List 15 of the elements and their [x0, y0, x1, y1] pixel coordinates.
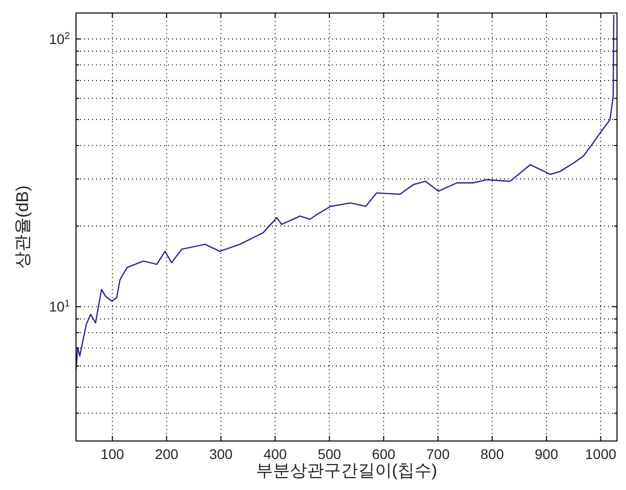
x-tick-label: 700	[426, 446, 450, 462]
x-tick-label: 400	[263, 446, 288, 462]
x-tick-label: 1000	[585, 446, 616, 462]
x-tick-label: 800	[480, 446, 504, 462]
x-tick-label: 300	[209, 446, 233, 462]
x-tick-label: 200	[154, 446, 179, 462]
y-tick-label: 10$^{1}$	[48, 298, 70, 315]
y-tick-label: 10$^{2}$	[48, 30, 70, 47]
x-axis-title: 부분상관구간길이(칩수)	[256, 461, 438, 480]
x-tick-label: 600	[372, 446, 396, 462]
x-tick-label: 500	[318, 446, 342, 462]
y-axis-title: 상관율(dB)	[13, 185, 32, 269]
line-series	[76, 14, 614, 372]
x-tick-label: 100	[100, 446, 124, 462]
x-tick-label: 900	[534, 446, 558, 462]
